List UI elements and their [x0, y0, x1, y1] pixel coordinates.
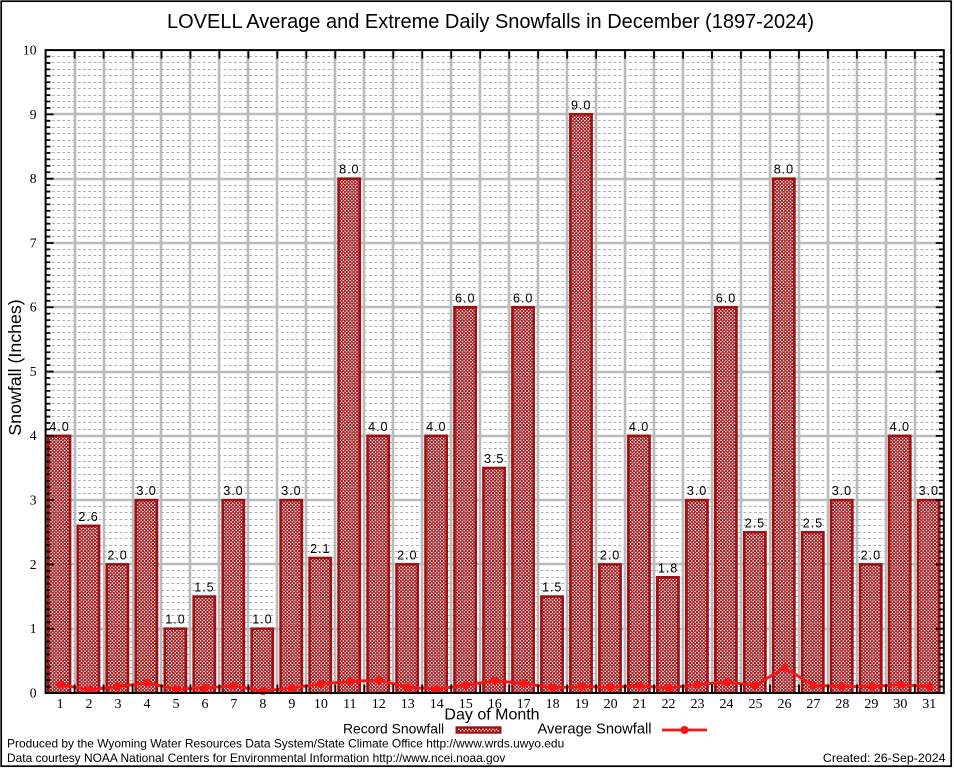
svg-text:1.0: 1.0 — [252, 613, 272, 627]
svg-text:4: 4 — [30, 428, 37, 443]
svg-text:4: 4 — [144, 697, 151, 712]
svg-text:2.6: 2.6 — [78, 510, 98, 524]
svg-text:6.0: 6.0 — [455, 291, 475, 305]
svg-text:2.0: 2.0 — [600, 548, 620, 562]
svg-text:3.0: 3.0 — [223, 484, 243, 498]
svg-text:13: 13 — [401, 697, 415, 712]
svg-text:4.0: 4.0 — [890, 420, 910, 434]
svg-text:30: 30 — [893, 697, 907, 712]
svg-text:8: 8 — [259, 697, 266, 712]
svg-text:10: 10 — [314, 697, 328, 712]
svg-text:3.5: 3.5 — [484, 452, 504, 466]
svg-text:23: 23 — [691, 697, 705, 712]
svg-text:9.0: 9.0 — [571, 98, 591, 112]
svg-text:1.5: 1.5 — [194, 581, 214, 595]
svg-text:29: 29 — [864, 697, 878, 712]
svg-text:Average Snowfall: Average Snowfall — [538, 722, 652, 738]
svg-text:5: 5 — [172, 697, 179, 712]
svg-text:1.8: 1.8 — [658, 561, 678, 575]
svg-text:3.0: 3.0 — [281, 484, 301, 498]
svg-text:7: 7 — [30, 235, 37, 250]
svg-text:6: 6 — [201, 697, 208, 712]
svg-text:15: 15 — [459, 697, 473, 712]
svg-text:26: 26 — [777, 697, 791, 712]
svg-text:6: 6 — [30, 300, 37, 315]
svg-text:Snowfall (Inches): Snowfall (Inches) — [5, 299, 25, 435]
svg-text:24: 24 — [719, 697, 733, 712]
svg-text:Data courtesy NOAA National Ce: Data courtesy NOAA National Centers for … — [7, 751, 505, 765]
svg-text:18: 18 — [546, 697, 560, 712]
svg-text:20: 20 — [604, 697, 618, 712]
svg-text:Produced by the Wyoming Water: Produced by the Wyoming Water Resources … — [7, 737, 564, 751]
svg-text:8: 8 — [30, 171, 37, 186]
svg-text:2: 2 — [30, 557, 37, 572]
svg-text:12: 12 — [372, 697, 386, 712]
svg-text:3.0: 3.0 — [832, 484, 852, 498]
svg-text:14: 14 — [430, 697, 444, 712]
svg-text:4.0: 4.0 — [368, 420, 388, 434]
svg-text:1.0: 1.0 — [165, 613, 185, 627]
svg-text:6.0: 6.0 — [513, 291, 533, 305]
svg-text:5: 5 — [30, 364, 37, 379]
svg-text:4.0: 4.0 — [426, 420, 446, 434]
svg-text:2.5: 2.5 — [745, 516, 765, 530]
svg-text:22: 22 — [662, 697, 676, 712]
svg-text:Record Snowfall: Record Snowfall — [343, 721, 444, 737]
svg-text:Created: 26-Sep-2024: Created: 26-Sep-2024 — [823, 751, 946, 765]
svg-text:4.0: 4.0 — [629, 420, 649, 434]
svg-text:28: 28 — [835, 697, 849, 712]
svg-text:1: 1 — [30, 621, 37, 636]
svg-text:2.0: 2.0 — [861, 548, 881, 562]
svg-text:2.0: 2.0 — [107, 548, 127, 562]
svg-text:16: 16 — [488, 697, 502, 712]
svg-text:11: 11 — [343, 697, 356, 712]
svg-text:2: 2 — [86, 697, 93, 712]
svg-text:0: 0 — [30, 685, 37, 700]
svg-text:6.0: 6.0 — [716, 291, 736, 305]
svg-text:3: 3 — [30, 493, 37, 508]
svg-text:19: 19 — [575, 697, 589, 712]
svg-text:27: 27 — [806, 697, 820, 712]
svg-text:3.0: 3.0 — [687, 484, 707, 498]
svg-text:3.0: 3.0 — [919, 484, 939, 498]
svg-text:9: 9 — [30, 107, 37, 122]
svg-text:31: 31 — [922, 697, 936, 712]
svg-text:2.5: 2.5 — [803, 516, 823, 530]
svg-text:8.0: 8.0 — [339, 163, 359, 177]
svg-text:10: 10 — [23, 43, 37, 58]
svg-text:17: 17 — [517, 697, 531, 712]
svg-text:2.0: 2.0 — [397, 548, 417, 562]
svg-text:LOVELL Average and Extreme Dai: LOVELL Average and Extreme Daily Snowfal… — [167, 11, 814, 33]
svg-text:7: 7 — [230, 697, 237, 712]
svg-text:25: 25 — [748, 697, 762, 712]
svg-text:4.0: 4.0 — [49, 420, 69, 434]
svg-text:Day of Month: Day of Month — [444, 707, 539, 724]
svg-text:8.0: 8.0 — [774, 163, 794, 177]
svg-text:21: 21 — [633, 697, 647, 712]
svg-text:3.0: 3.0 — [136, 484, 156, 498]
svg-text:9: 9 — [288, 697, 295, 712]
svg-text:2.1: 2.1 — [310, 542, 330, 556]
svg-text:1: 1 — [57, 697, 64, 712]
svg-text:3: 3 — [115, 697, 122, 712]
svg-text:1.5: 1.5 — [542, 581, 562, 595]
